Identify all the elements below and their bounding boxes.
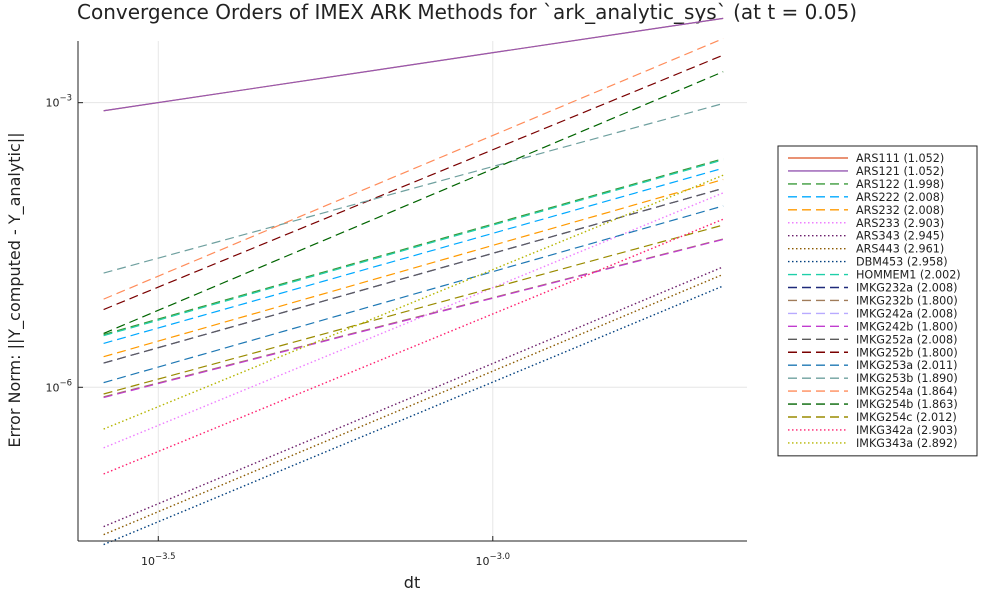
legend-entry: HOMMEM1 (2.002): [856, 269, 961, 282]
series-line: [103, 266, 724, 528]
legend-entry: ARS343 (2.945): [856, 230, 944, 243]
series-line: [103, 17, 724, 112]
legend-entry: ARS233 (2.903): [856, 217, 944, 230]
legend-entry: IMKG252a (2.008): [856, 333, 957, 346]
series-line: [103, 38, 724, 300]
legend-entry: DBM453 (2.958): [856, 256, 948, 269]
legend-entry: IMKG242b (1.800): [856, 320, 958, 333]
legend-entry: IMKG254b (1.863): [856, 398, 958, 411]
y-axis-label: Error Norm: ||Y_computed - Y_analytic||: [5, 132, 25, 447]
series-line: [103, 158, 724, 336]
chart-title: Convergence Orders of IMEX ARK Methods f…: [77, 0, 857, 24]
legend-entry: ARS122 (1.998): [856, 178, 944, 191]
legend-entry: IMKG242a (2.008): [856, 307, 957, 320]
legend-box: [777, 145, 978, 457]
series-layer: [103, 17, 724, 546]
legend-entry: ARS121 (1.052): [856, 165, 944, 178]
legend-entry: IMKG254a (1.864): [856, 385, 957, 398]
series-line: [103, 187, 724, 364]
legend-entry: ARS222 (2.008): [856, 191, 944, 204]
legend-entry: IMKG253b (1.890): [856, 372, 958, 385]
legend-entry: IMKG254c (2.012): [856, 411, 957, 424]
x-tick-label: 10−3.0: [475, 552, 510, 568]
series-line: [103, 238, 724, 398]
legend-entry: ARS443 (2.961): [856, 243, 944, 256]
series-line: [103, 54, 724, 311]
series-line: [103, 192, 724, 449]
legend-entry: ARS111 (1.052): [856, 152, 944, 165]
series-line: [103, 238, 724, 399]
y-tick-label: 10−6: [45, 378, 72, 394]
legend-entry: IMKG253a (2.011): [856, 359, 957, 372]
legend-entry: IMKG232b (1.800): [856, 294, 958, 307]
series-line: [103, 205, 724, 384]
legend: ARS111 (1.052)ARS121 (1.052)ARS122 (1.99…: [777, 145, 978, 457]
legend-entry: IMKG232a (2.008): [856, 282, 957, 295]
y-tick-label: 10−3: [45, 94, 72, 110]
series-line: [103, 159, 724, 337]
legend-entry: IMKG342a (2.903): [856, 424, 957, 437]
axes: 10−3.5 10−3.0 10−6 10−3: [45, 41, 747, 568]
grid: [78, 41, 747, 541]
series-line: [103, 285, 724, 546]
series-line: [103, 224, 724, 395]
series-line: [103, 174, 724, 430]
series-line: [103, 178, 724, 358]
series-line: [103, 218, 724, 475]
legend-entry: IMKG252b (1.800): [856, 346, 958, 359]
x-axis-label: dt: [404, 573, 420, 592]
series-line: [103, 273, 724, 536]
legend-entry: IMKG343a (2.892): [856, 437, 957, 450]
series-line: [103, 71, 724, 334]
x-tick-label: 10−3.5: [141, 552, 176, 568]
series-line: [103, 102, 724, 274]
legend-entry: ARS232 (2.008): [856, 204, 944, 217]
series-line: [103, 167, 724, 345]
